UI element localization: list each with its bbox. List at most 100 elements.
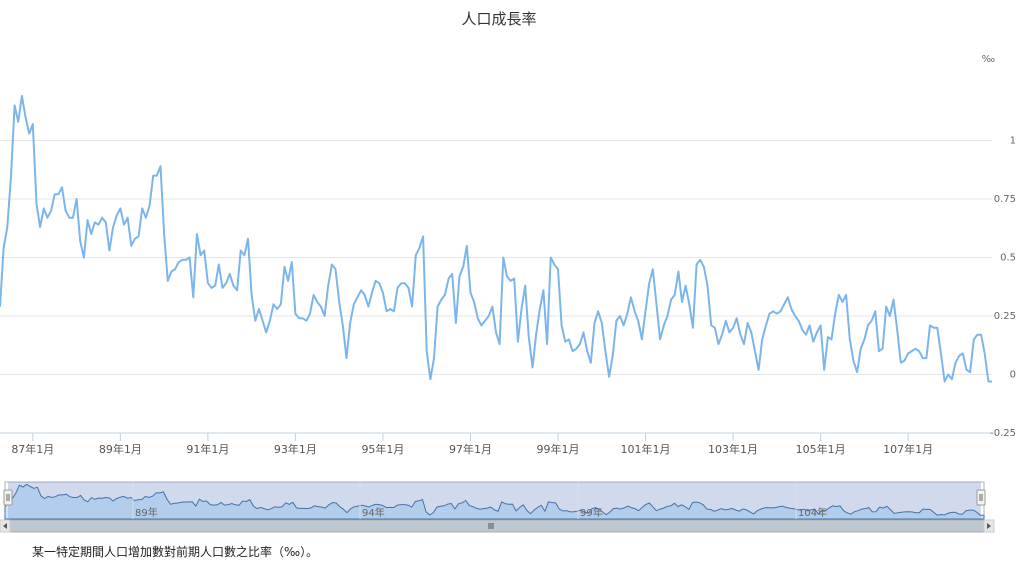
- data-point: [764, 323, 768, 327]
- data-point: [330, 263, 334, 267]
- data-point: [538, 307, 542, 311]
- data-point: [815, 330, 819, 334]
- data-point: [779, 309, 783, 313]
- data-point: [45, 216, 49, 220]
- navigator-right-handle[interactable]: [976, 489, 986, 506]
- navigator-selection[interactable]: [8, 482, 981, 519]
- data-point: [341, 323, 345, 327]
- data-point: [0, 305, 2, 309]
- data-point: [275, 307, 279, 311]
- x-tick-label: 97年1月: [449, 442, 492, 456]
- data-point: [782, 302, 786, 306]
- data-point: [571, 349, 575, 353]
- scrollbar-thumb[interactable]: [9, 519, 985, 533]
- data-point: [447, 277, 451, 281]
- data-point: [738, 333, 742, 337]
- data-point: [195, 232, 199, 236]
- data-point: [983, 351, 987, 355]
- data-point: [443, 293, 447, 297]
- data-point: [319, 305, 323, 309]
- data-point: [625, 312, 629, 316]
- data-point: [691, 326, 695, 330]
- data-point: [86, 218, 90, 222]
- data-point: [505, 274, 509, 278]
- data-point: [20, 94, 24, 98]
- data-point: [972, 337, 976, 341]
- data-point: [64, 209, 68, 213]
- data-point: [731, 326, 735, 330]
- data-point: [126, 216, 130, 220]
- data-point: [31, 122, 35, 126]
- data-point: [884, 305, 888, 309]
- data-point: [454, 321, 458, 325]
- data-point: [800, 328, 804, 332]
- data-point: [115, 213, 119, 217]
- data-point: [370, 291, 374, 295]
- data-point: [574, 347, 578, 351]
- data-point: [830, 337, 834, 341]
- scrollbar[interactable]: [0, 519, 995, 533]
- data-point: [975, 333, 979, 337]
- data-point: [910, 349, 914, 353]
- data-point: [921, 356, 925, 360]
- data-point: [191, 295, 195, 299]
- data-point: [746, 321, 750, 325]
- data-point: [450, 272, 454, 276]
- data-point: [775, 312, 779, 316]
- data-point: [797, 319, 801, 323]
- data-point: [366, 305, 370, 309]
- data-point: [16, 120, 20, 124]
- data-point: [877, 349, 881, 353]
- data-point: [647, 281, 651, 285]
- data-point: [855, 370, 859, 374]
- data-point: [749, 330, 753, 334]
- navigator-left-handle[interactable]: [3, 489, 13, 506]
- data-point: [100, 216, 104, 220]
- data-point: [771, 309, 775, 313]
- data-point: [833, 312, 837, 316]
- data-point: [97, 223, 101, 227]
- data-point: [323, 314, 327, 318]
- data-point: [516, 340, 520, 344]
- data-point: [363, 293, 367, 297]
- chart-title: 人口成長率: [461, 10, 536, 28]
- data-point: [399, 281, 403, 285]
- data-point: [687, 302, 691, 306]
- data-point: [272, 302, 276, 306]
- data-point: [629, 295, 633, 299]
- data-point: [662, 323, 666, 327]
- data-point: [461, 265, 465, 269]
- data-point: [644, 309, 648, 313]
- data-point: [315, 300, 319, 304]
- data-point: [35, 202, 39, 206]
- data-point: [148, 204, 152, 208]
- data-point: [950, 377, 954, 381]
- data-point: [279, 302, 283, 306]
- data-point: [159, 164, 163, 168]
- data-point: [337, 300, 341, 304]
- data-point: [600, 321, 604, 325]
- data-point: [465, 244, 469, 248]
- data-point: [246, 237, 250, 241]
- data-point: [476, 316, 480, 320]
- data-point: [89, 232, 93, 236]
- navigator-label: 89年: [135, 506, 158, 519]
- data-point: [56, 192, 60, 196]
- data-point: [603, 349, 607, 353]
- data-point: [844, 293, 848, 297]
- data-point: [122, 223, 126, 227]
- data-point: [789, 307, 793, 311]
- data-point: [706, 284, 710, 288]
- data-point: [49, 209, 53, 213]
- data-point: [837, 293, 841, 297]
- data-point: [199, 253, 203, 257]
- data-point: [640, 337, 644, 341]
- data-point: [217, 263, 221, 267]
- data-point: [221, 286, 225, 290]
- data-point: [695, 263, 699, 267]
- data-point: [968, 370, 972, 374]
- data-point: [819, 323, 823, 327]
- y-tick-label: 0.5: [1000, 253, 1016, 264]
- y-tick-label: 1: [1010, 136, 1016, 147]
- data-point: [979, 333, 983, 337]
